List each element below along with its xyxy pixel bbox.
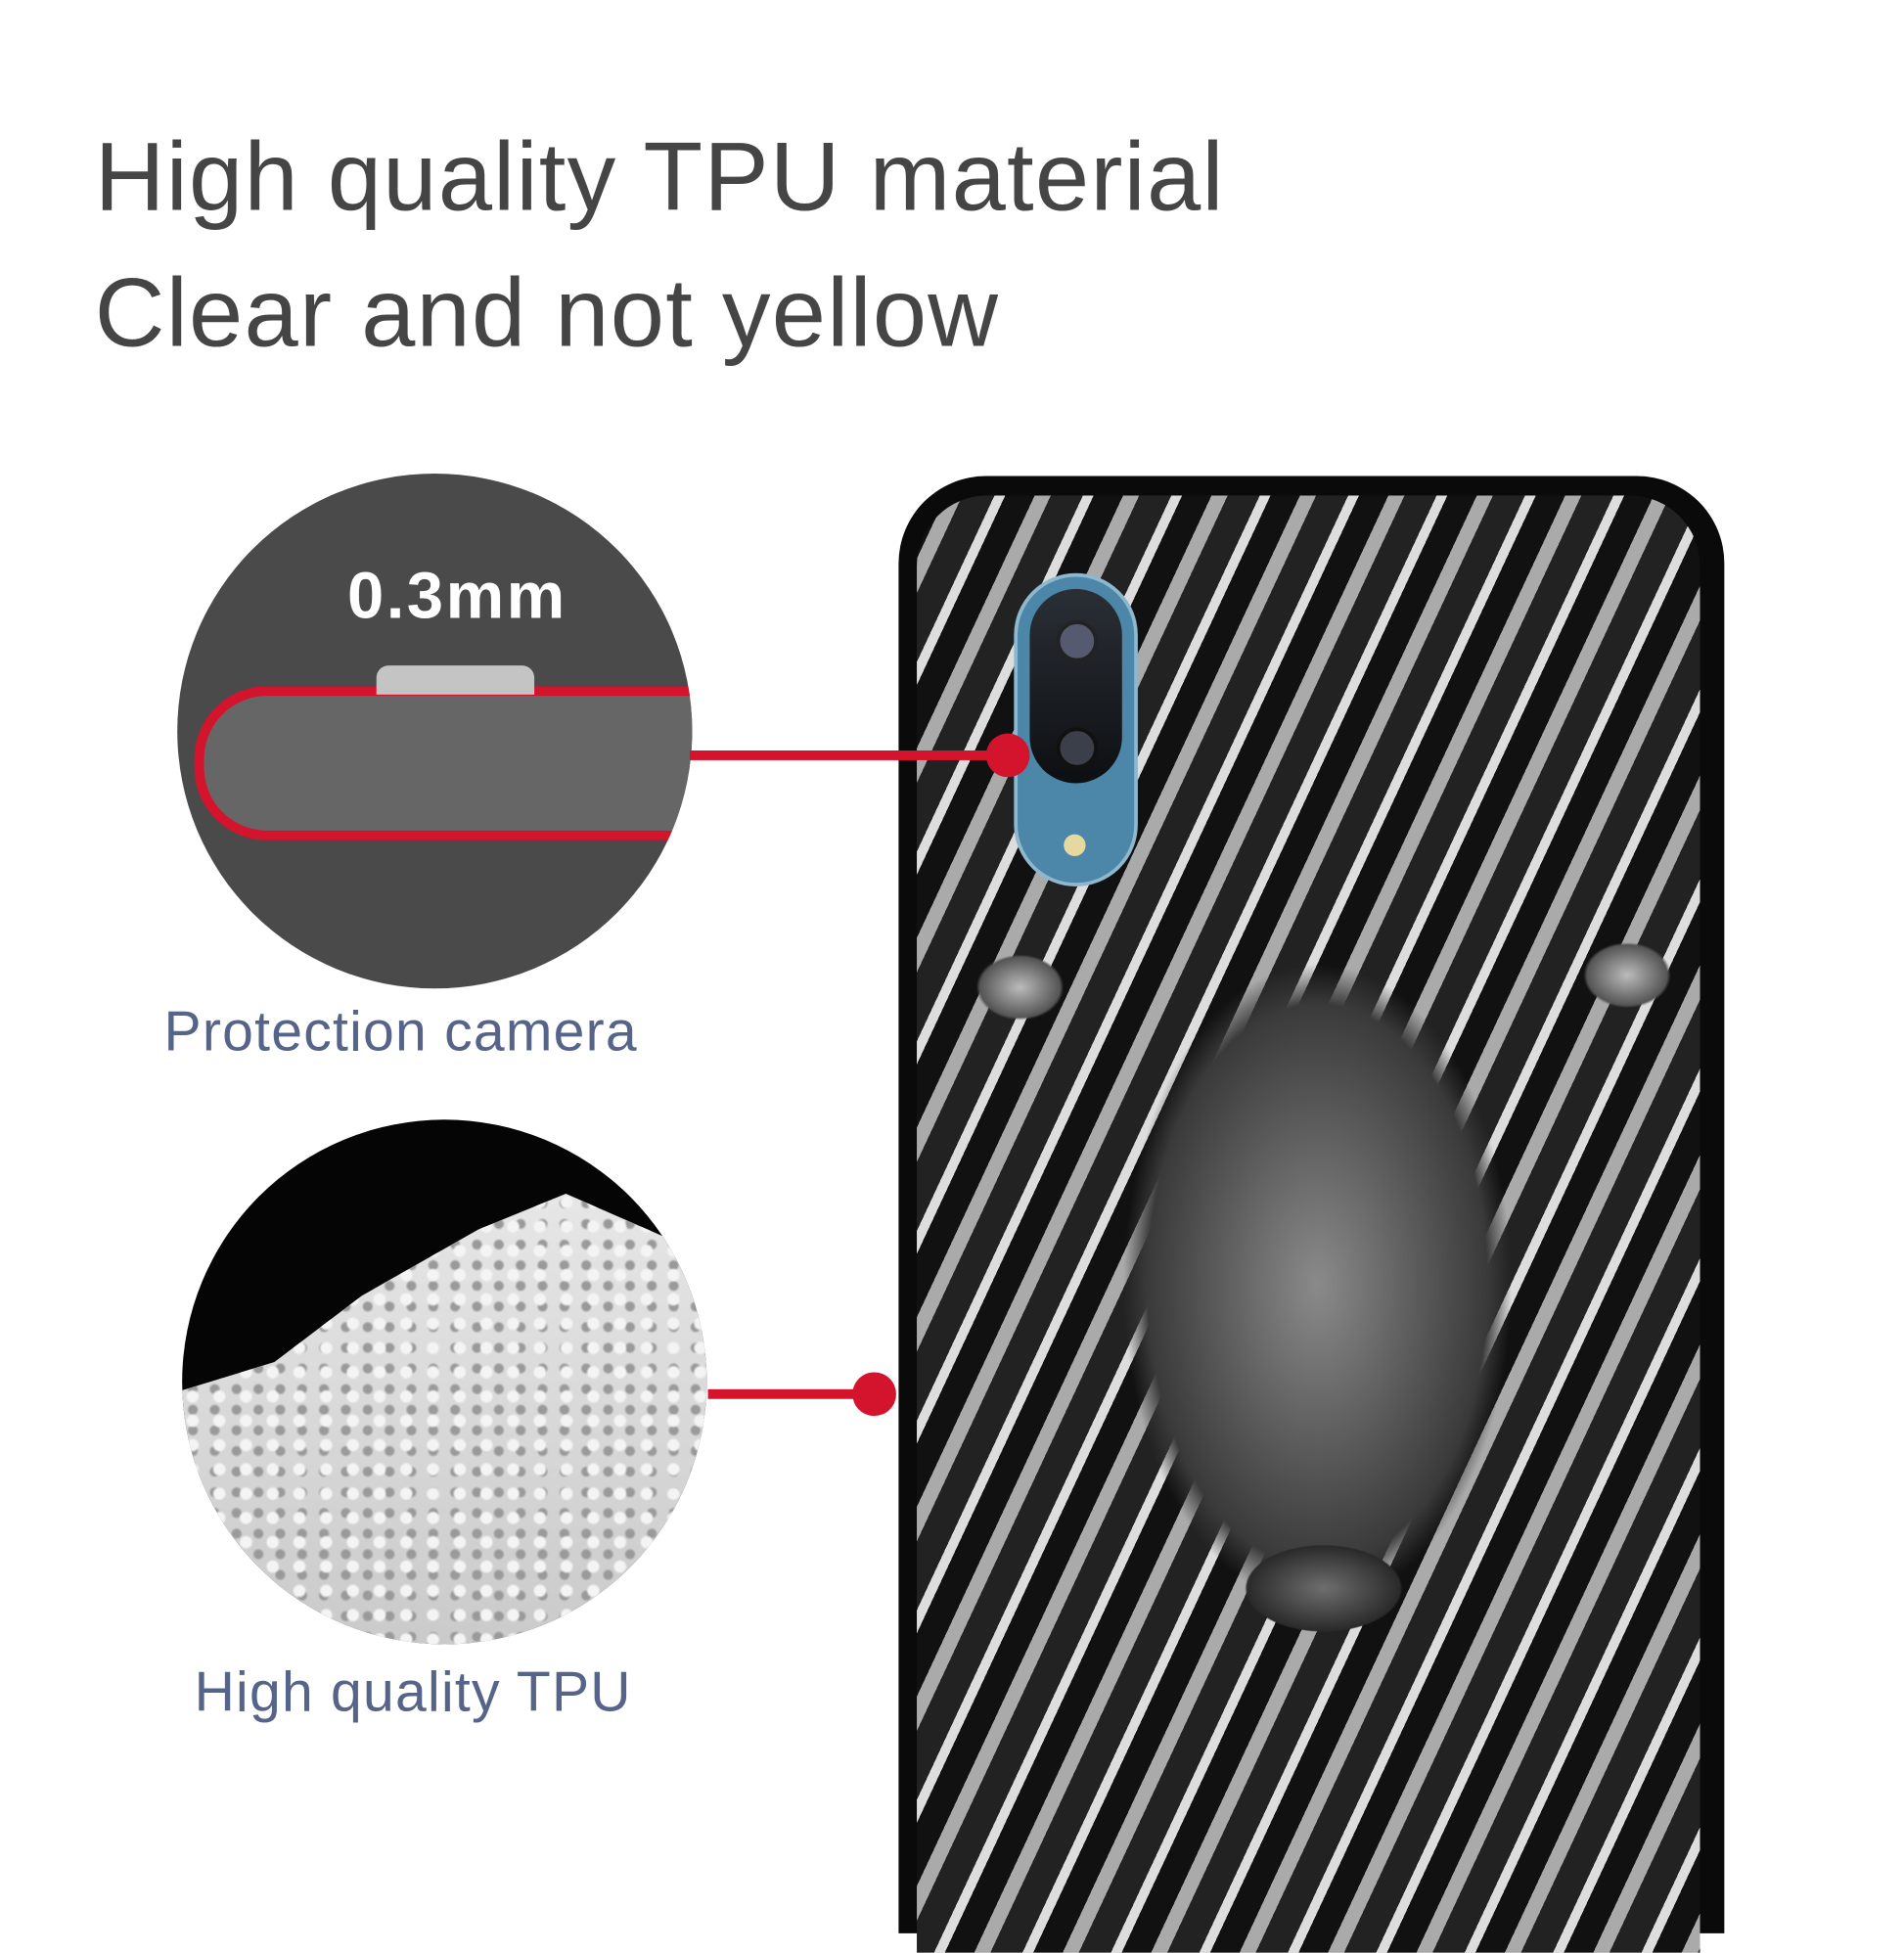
phone-case xyxy=(898,476,1725,1953)
camera-lens-icon xyxy=(1056,620,1098,662)
thickness-badge: 0.3mm xyxy=(346,560,567,633)
tpu-material-circle xyxy=(182,1119,707,1645)
flash-icon xyxy=(1064,834,1086,856)
callout-dot xyxy=(985,733,1030,778)
headline-line-2: Clear and not yellow xyxy=(94,258,1000,367)
callout-line xyxy=(707,1388,875,1399)
callout-line xyxy=(689,749,1009,760)
camera-module xyxy=(1014,572,1138,887)
caption-protection-camera: Protection camera xyxy=(163,999,638,1063)
product-image: High quality TPU material Clear and not … xyxy=(94,122,1725,1953)
camera-detail-circle: 0.3mm xyxy=(177,474,693,989)
caption-high-quality-tpu: High quality TPU xyxy=(194,1659,632,1724)
camera-lens-icon xyxy=(1056,727,1098,769)
callout-dot xyxy=(852,1372,896,1417)
headline-line-1: High quality TPU material xyxy=(94,122,1225,231)
